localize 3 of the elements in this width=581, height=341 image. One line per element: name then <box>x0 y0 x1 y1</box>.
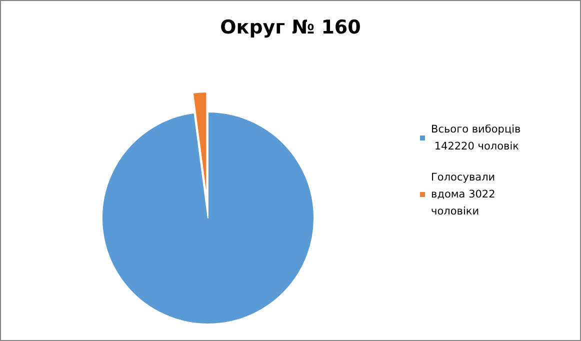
legend-label: Голосували вдома 3022 чоловіки <box>431 172 499 218</box>
chart-title: Округ № 160 <box>220 16 361 38</box>
legend-label: Всього виборців 142220 чоловік <box>431 124 524 152</box>
